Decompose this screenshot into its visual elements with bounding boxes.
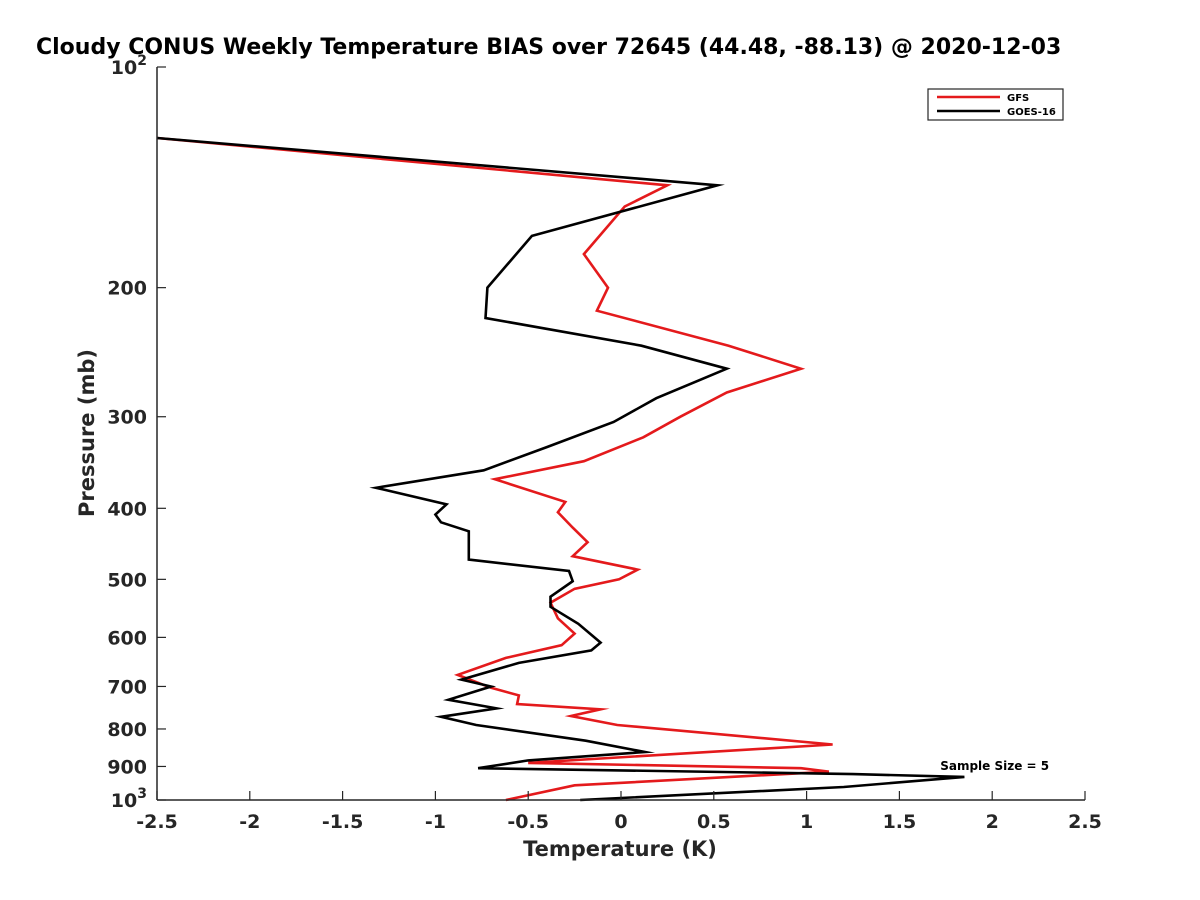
y-tick-label: 600 bbox=[107, 627, 147, 649]
annotations: Sample Size = 5 bbox=[940, 759, 1049, 773]
x-tick-label: -0.5 bbox=[507, 811, 549, 833]
y-tick-label-bottom: 103 bbox=[111, 786, 147, 812]
x-tick-label: -1 bbox=[425, 811, 446, 833]
x-tick-label: -2 bbox=[239, 811, 260, 833]
plot-lines bbox=[156, 136, 965, 802]
x-tick-label: -1.5 bbox=[322, 811, 364, 833]
x-tick-label: -2.5 bbox=[136, 811, 178, 833]
series-line-gfs bbox=[156, 136, 833, 802]
y-ticks: 200 300 400 500 600 700 800 900 102 103 bbox=[107, 53, 166, 812]
x-tick-label: 2.5 bbox=[1068, 811, 1102, 833]
legend-box bbox=[927, 88, 1064, 121]
legend-label: GOES-16 bbox=[1007, 107, 1056, 118]
y-tick-label: 900 bbox=[107, 756, 147, 778]
x-axis-label: Temperature (K) bbox=[523, 837, 717, 861]
legend-label: GFS bbox=[1007, 93, 1029, 104]
y-tick-label: 700 bbox=[107, 676, 147, 698]
y-tick-label-top: 102 bbox=[111, 53, 147, 79]
y-axis-label: Pressure (mb) bbox=[75, 349, 99, 517]
x-ticks: -2.5 -2 -1.5 -1 -0.5 0 0.5 1 1.5 2 2.5 bbox=[136, 791, 1102, 833]
y-tick-label: 300 bbox=[107, 407, 147, 429]
y-tick-label: 200 bbox=[107, 278, 147, 300]
y-tick-label: 500 bbox=[107, 569, 147, 591]
x-tick-label: 0.5 bbox=[697, 811, 731, 833]
x-tick-label: 0 bbox=[614, 811, 627, 833]
sample-size-annotation: Sample Size = 5 bbox=[940, 759, 1049, 773]
y-tick-label: 400 bbox=[107, 498, 147, 520]
x-tick-label: 1 bbox=[800, 811, 813, 833]
x-tick-label: 2 bbox=[986, 811, 999, 833]
legend: GFS GOES-16 bbox=[927, 88, 1064, 121]
chart-title: Cloudy CONUS Weekly Temperature BIAS ove… bbox=[36, 35, 1061, 60]
series-line-goes-16 bbox=[156, 136, 965, 802]
y-tick-label: 800 bbox=[107, 719, 147, 741]
x-tick-label: 1.5 bbox=[883, 811, 917, 833]
